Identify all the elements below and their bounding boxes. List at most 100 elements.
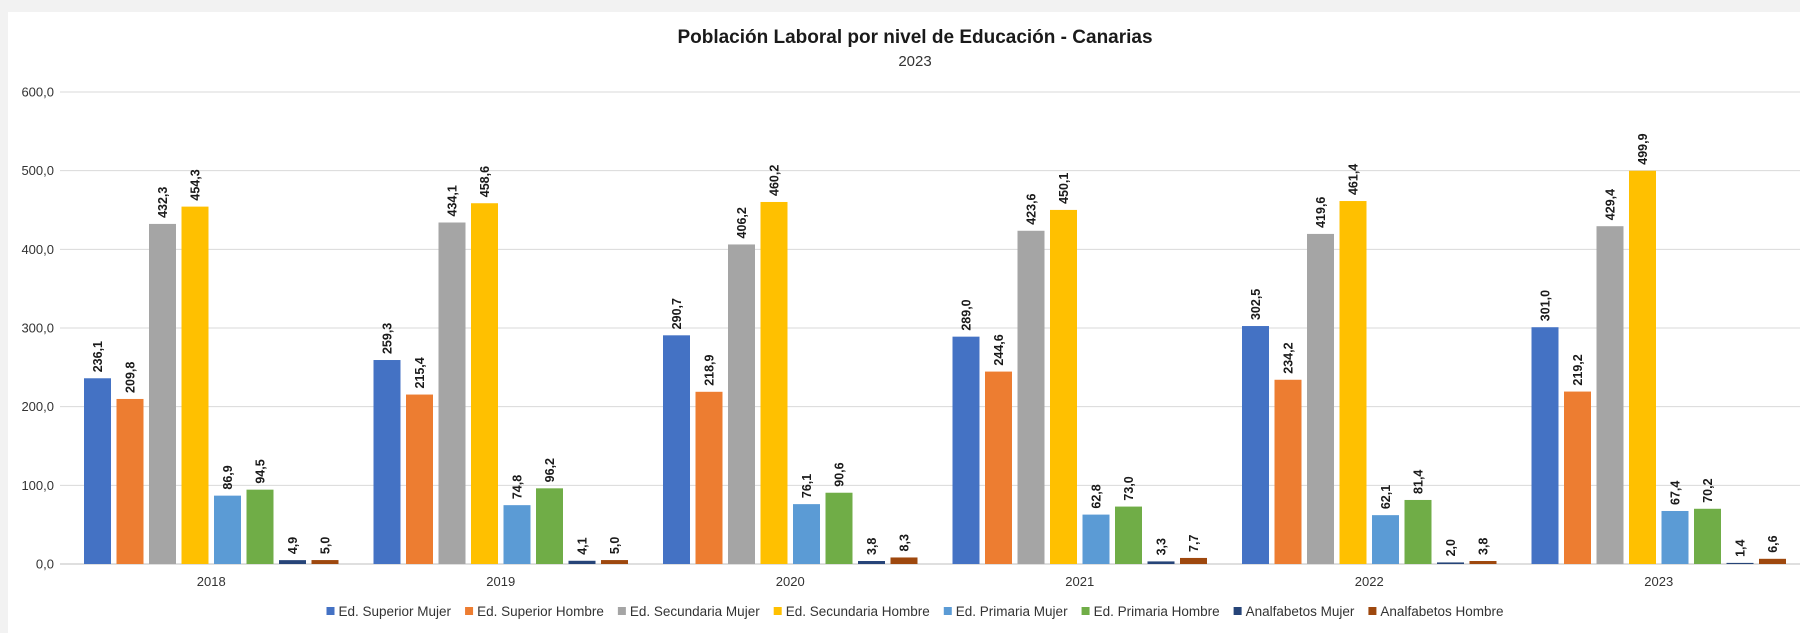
bar — [1274, 379, 1302, 564]
data-label: 67,4 — [1669, 481, 1683, 505]
data-label: 244,6 — [992, 334, 1006, 365]
legend-item: Ed. Secundaria Mujer — [617, 604, 760, 619]
data-label: 423,6 — [1025, 193, 1039, 224]
chart-title: Población Laboral por nivel de Educación… — [677, 27, 1152, 48]
data-label: 460,2 — [768, 165, 782, 196]
bar — [793, 504, 820, 564]
legend-label: Ed. Primaria Mujer — [956, 604, 1068, 619]
bar — [1339, 201, 1367, 565]
bar — [279, 560, 306, 564]
data-label: 218,9 — [703, 354, 717, 385]
data-label: 94,5 — [254, 459, 268, 483]
bar — [695, 391, 723, 564]
gridlines — [60, 91, 1800, 565]
bar — [373, 360, 401, 564]
chart-subtitle: 2023 — [898, 53, 931, 70]
data-label: 432,3 — [156, 187, 170, 218]
bar — [1017, 230, 1045, 564]
bar — [84, 378, 111, 564]
legend-label: Ed. Superior Mujer — [339, 604, 452, 619]
data-label: 290,7 — [670, 298, 684, 329]
bar — [536, 488, 563, 564]
data-label: 90,6 — [833, 462, 847, 486]
data-label: 74,8 — [511, 475, 525, 499]
data-label: 419,6 — [1314, 197, 1328, 228]
data-label: 499,9 — [1636, 133, 1650, 164]
legend-item: Ed. Superior Hombre — [465, 604, 604, 619]
data-label: 209,8 — [124, 362, 138, 393]
bar — [1082, 514, 1110, 564]
y-tick-label: 500,0 — [21, 163, 54, 178]
bar — [760, 201, 788, 564]
legend-swatch — [326, 607, 335, 615]
data-label: 259,3 — [381, 323, 395, 354]
x-axis-ticks: 2018 2019 2020 2021 2022 2023 — [197, 574, 1673, 589]
bar — [825, 492, 853, 564]
y-tick-label: 0,0 — [36, 557, 54, 572]
bar — [890, 557, 918, 564]
data-label: 5,0 — [319, 537, 333, 554]
legend-swatch — [773, 607, 782, 615]
data-label: 429,4 — [1604, 189, 1618, 220]
bar — [1404, 499, 1432, 564]
legend-label: Ed. Secundaria Mujer — [630, 604, 760, 619]
bar — [1531, 327, 1559, 564]
bar — [1564, 391, 1591, 564]
data-label: 215,4 — [413, 357, 427, 388]
data-labels: 236,1 209,8 432,3 454,3 86,9 94,5 4,9 5,0 259,3 2… — [91, 133, 1780, 556]
legend-label: Analfabetos Mujer — [1246, 604, 1355, 619]
bar — [1180, 557, 1207, 564]
data-label: 3,8 — [1477, 538, 1491, 555]
legend-swatch — [1368, 607, 1377, 615]
data-label: 1,4 — [1734, 539, 1748, 556]
data-label: 86,9 — [221, 465, 235, 489]
chart-panel — [8, 12, 1800, 633]
bars — [84, 170, 1786, 565]
bar — [1242, 326, 1269, 564]
data-label: 236,1 — [91, 341, 105, 372]
x-tick-label: 2023 — [1644, 574, 1673, 589]
bar — [1115, 506, 1142, 564]
data-label: 234,2 — [1282, 342, 1296, 373]
data-label: 3,8 — [865, 538, 879, 555]
bar — [1629, 170, 1656, 564]
legend-label: Ed. Secundaria Hombre — [786, 604, 930, 619]
bar — [663, 335, 690, 564]
data-label: 81,4 — [1412, 470, 1426, 494]
bar — [728, 244, 755, 564]
legend-item: Analfabetos Hombre — [1368, 604, 1504, 619]
x-tick-label: 2021 — [1065, 574, 1094, 589]
data-label: 62,8 — [1090, 484, 1104, 508]
bar — [1372, 515, 1399, 564]
legend-item: Ed. Secundaria Hombre — [773, 604, 930, 619]
legend-item: Ed. Primaria Mujer — [943, 604, 1068, 619]
data-label: 406,2 — [735, 207, 749, 238]
data-label: 219,2 — [1571, 354, 1585, 385]
data-label: 76,1 — [800, 474, 814, 498]
bar — [985, 371, 1012, 564]
data-label: 434,1 — [446, 185, 460, 216]
bar — [1307, 233, 1334, 564]
bar — [952, 336, 980, 564]
legend-swatch — [1081, 607, 1090, 615]
bar — [568, 560, 596, 564]
data-label: 6,6 — [1766, 535, 1780, 552]
data-label: 4,1 — [576, 537, 590, 554]
data-label: 458,6 — [478, 166, 492, 197]
legend-label: Ed. Primaria Hombre — [1094, 604, 1220, 619]
data-label: 70,2 — [1701, 478, 1715, 502]
legend-swatch — [943, 607, 952, 615]
bar — [1759, 558, 1786, 564]
bar — [503, 505, 531, 564]
y-tick-label: 100,0 — [21, 478, 54, 493]
legend-label: Analfabetos Hombre — [1380, 604, 1503, 619]
x-tick-label: 2022 — [1355, 574, 1384, 589]
bar — [116, 398, 144, 564]
bar — [1596, 226, 1624, 565]
bar — [601, 560, 628, 564]
data-label: 7,7 — [1187, 535, 1201, 552]
data-label: 461,4 — [1347, 164, 1361, 195]
data-label: 4,9 — [286, 537, 300, 554]
data-label: 3,3 — [1155, 538, 1169, 555]
